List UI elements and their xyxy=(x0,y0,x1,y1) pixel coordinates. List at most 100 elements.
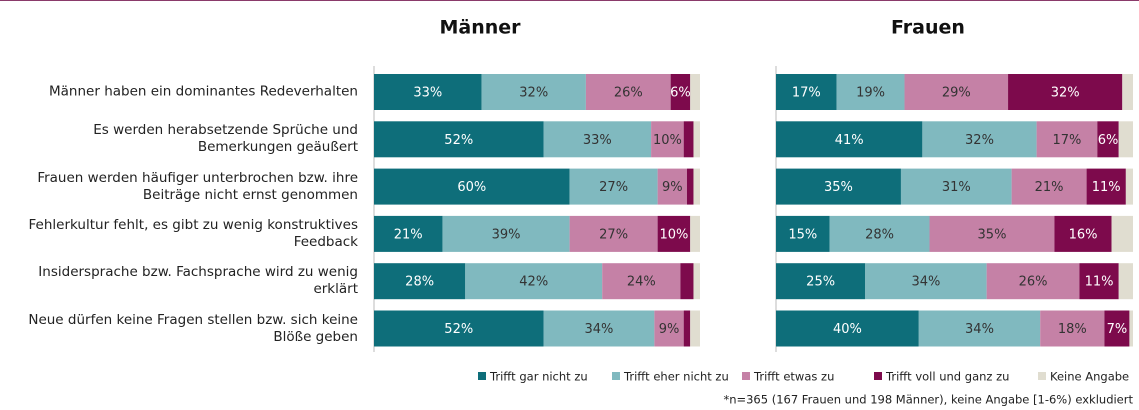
value-label: 31% xyxy=(942,180,971,195)
bar-segment xyxy=(1079,263,1119,300)
legend-label: Trifft gar nicht zu xyxy=(489,370,588,384)
legend-label: Keine Angabe xyxy=(1050,370,1129,384)
bar-segment xyxy=(904,74,1009,110)
bar-segment xyxy=(657,168,687,205)
bar-segment xyxy=(465,263,603,300)
value-label: 27% xyxy=(599,180,628,195)
value-label: 32% xyxy=(965,133,994,148)
bar-segment xyxy=(374,74,482,110)
value-label: 21% xyxy=(394,227,423,242)
legend-label: Trifft eher nicht zu xyxy=(623,370,729,384)
bar-segment xyxy=(1008,74,1123,110)
bar-segment xyxy=(829,215,930,252)
value-label: 24% xyxy=(627,275,656,290)
bar-segment xyxy=(776,74,837,110)
bar-segment xyxy=(776,215,830,252)
bar-segment xyxy=(776,263,866,300)
value-label: 11% xyxy=(1092,180,1121,195)
bar-segment xyxy=(686,168,694,205)
bar-segment xyxy=(569,168,658,205)
bar-segment xyxy=(374,168,570,205)
legend-swatch xyxy=(612,372,620,380)
value-label: 17% xyxy=(1053,133,1082,148)
bar-segment xyxy=(481,74,586,110)
value-label: 11% xyxy=(1085,275,1114,290)
value-label: 27% xyxy=(599,227,628,242)
value-label: 19% xyxy=(856,86,885,101)
value-label: 25% xyxy=(806,275,835,290)
bar-segment xyxy=(690,215,700,252)
value-label: 28% xyxy=(865,227,894,242)
bar-segment xyxy=(569,215,658,252)
bar-segment xyxy=(693,121,700,158)
bar-segment xyxy=(1125,168,1133,205)
bar-segment xyxy=(680,263,694,300)
bar-segment xyxy=(693,168,700,205)
bar-segment xyxy=(1036,121,1098,158)
panel-title: Männer xyxy=(439,17,521,39)
bar-segment xyxy=(900,168,1012,205)
value-label: 34% xyxy=(965,322,994,337)
legend-swatch xyxy=(1038,372,1046,380)
legend-swatch xyxy=(478,372,486,380)
bar-segment xyxy=(543,310,655,347)
category-label: Fehlerkultur fehlt, es gibt zu wenig kon… xyxy=(28,216,358,250)
value-label: 9% xyxy=(662,180,683,195)
bar-segment xyxy=(1104,310,1130,347)
bar-segment xyxy=(776,168,901,205)
category-label: Insidersprache bzw. Fachsprache wird zu … xyxy=(38,264,358,298)
value-label: 33% xyxy=(413,86,442,101)
bar-segment xyxy=(374,310,544,347)
value-label: 35% xyxy=(978,227,1007,242)
bar-segment xyxy=(670,74,691,110)
value-label: 41% xyxy=(835,133,864,148)
bar-segment xyxy=(929,215,1055,252)
category-label: Männer haben ein dominantes Redeverhalte… xyxy=(49,83,358,100)
value-label: 29% xyxy=(942,86,971,101)
value-label: 6% xyxy=(1098,133,1119,148)
legend-swatch xyxy=(742,372,750,380)
bar-segment xyxy=(1011,168,1087,205)
value-label: 32% xyxy=(1051,86,1080,101)
value-label: 40% xyxy=(833,322,862,337)
bar-segment xyxy=(1086,168,1126,205)
legend-swatch xyxy=(874,372,882,380)
bar-segment xyxy=(836,74,905,110)
bar-segment xyxy=(1118,263,1133,300)
bar-segment xyxy=(918,310,1041,347)
value-label: 32% xyxy=(519,86,548,101)
bar-segment xyxy=(683,121,694,158)
value-label: 34% xyxy=(584,322,613,337)
bar-segment xyxy=(1118,121,1133,158)
bar-segment xyxy=(585,74,671,110)
value-label: 7% xyxy=(1107,322,1128,337)
value-label: 26% xyxy=(1019,275,1048,290)
bar-segment xyxy=(651,121,684,158)
bar-segment xyxy=(1097,121,1119,158)
value-label: 52% xyxy=(444,322,473,337)
value-label: 42% xyxy=(519,275,548,290)
value-label: 10% xyxy=(659,227,688,242)
bar-segment xyxy=(693,263,700,300)
value-label: 35% xyxy=(824,180,853,195)
value-label: 39% xyxy=(492,227,521,242)
footnote: *n=365 (167 Frauen und 198 Männer), kein… xyxy=(723,393,1133,407)
bar-segment xyxy=(922,121,1037,158)
bar-segment xyxy=(1054,215,1112,252)
bar-segment xyxy=(654,310,684,347)
category-label: Frauen werden häufiger unterbrochen bzw.… xyxy=(37,169,358,203)
value-label: 10% xyxy=(653,133,682,148)
bar-segment xyxy=(374,263,466,300)
bar-segment xyxy=(683,310,691,347)
legend-label: Trifft etwas zu xyxy=(753,370,834,384)
value-label: 21% xyxy=(1035,180,1064,195)
value-label: 26% xyxy=(614,86,643,101)
value-label: 28% xyxy=(405,275,434,290)
bar-segment xyxy=(1111,215,1133,252)
bar-segment xyxy=(690,310,700,347)
bar-segment xyxy=(1129,310,1133,347)
category-label: Es werden herabsetzende Sprüche und Beme… xyxy=(93,122,358,156)
bar-segment xyxy=(543,121,652,158)
